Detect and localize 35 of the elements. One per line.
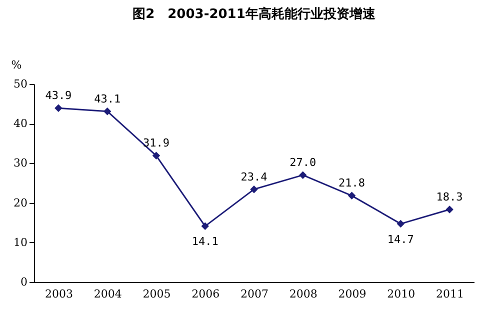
data-label: 43.1	[94, 92, 121, 106]
x-tick-label: 2009	[338, 288, 366, 300]
point	[348, 192, 356, 200]
point	[152, 152, 160, 160]
x-tick-label: 2005	[142, 288, 171, 300]
y-tick-label: 0	[20, 276, 28, 288]
x-tick-label: 2008	[289, 288, 318, 300]
y-axis-title: %	[11, 58, 22, 72]
chart-title: 图2 2003-2011年高耗能行业投资增速	[132, 6, 376, 22]
x-tick-label: 2003	[44, 288, 73, 300]
point	[250, 185, 258, 194]
data-label: 43.9	[45, 89, 72, 102]
x-tick-label: 2010	[387, 288, 416, 300]
point	[446, 206, 454, 214]
data-label: 21.8	[338, 176, 366, 190]
data-label: 14.7	[387, 232, 414, 246]
point	[299, 171, 307, 179]
y-tick-label: 40	[14, 117, 28, 130]
y-tick-label: 20	[14, 196, 28, 210]
point	[54, 104, 62, 112]
x-tick-label: 2007	[240, 288, 268, 300]
x-tick-label: 2004	[94, 288, 122, 300]
point	[201, 222, 209, 230]
y-tick-label: 30	[14, 156, 28, 170]
data-label: 14.1	[192, 235, 218, 248]
data-label: 27.0	[290, 156, 316, 170]
y-tick-label: 10	[14, 236, 28, 249]
x-tick-label: 2011	[436, 288, 464, 300]
x-tick-label: 2006	[192, 288, 220, 300]
data-label: 18.3	[436, 190, 463, 204]
data-label: 23.4	[240, 170, 268, 184]
point	[396, 220, 405, 228]
y-tick-label: 50	[14, 78, 28, 90]
data-label: 31.9	[142, 136, 170, 150]
point	[103, 107, 112, 116]
